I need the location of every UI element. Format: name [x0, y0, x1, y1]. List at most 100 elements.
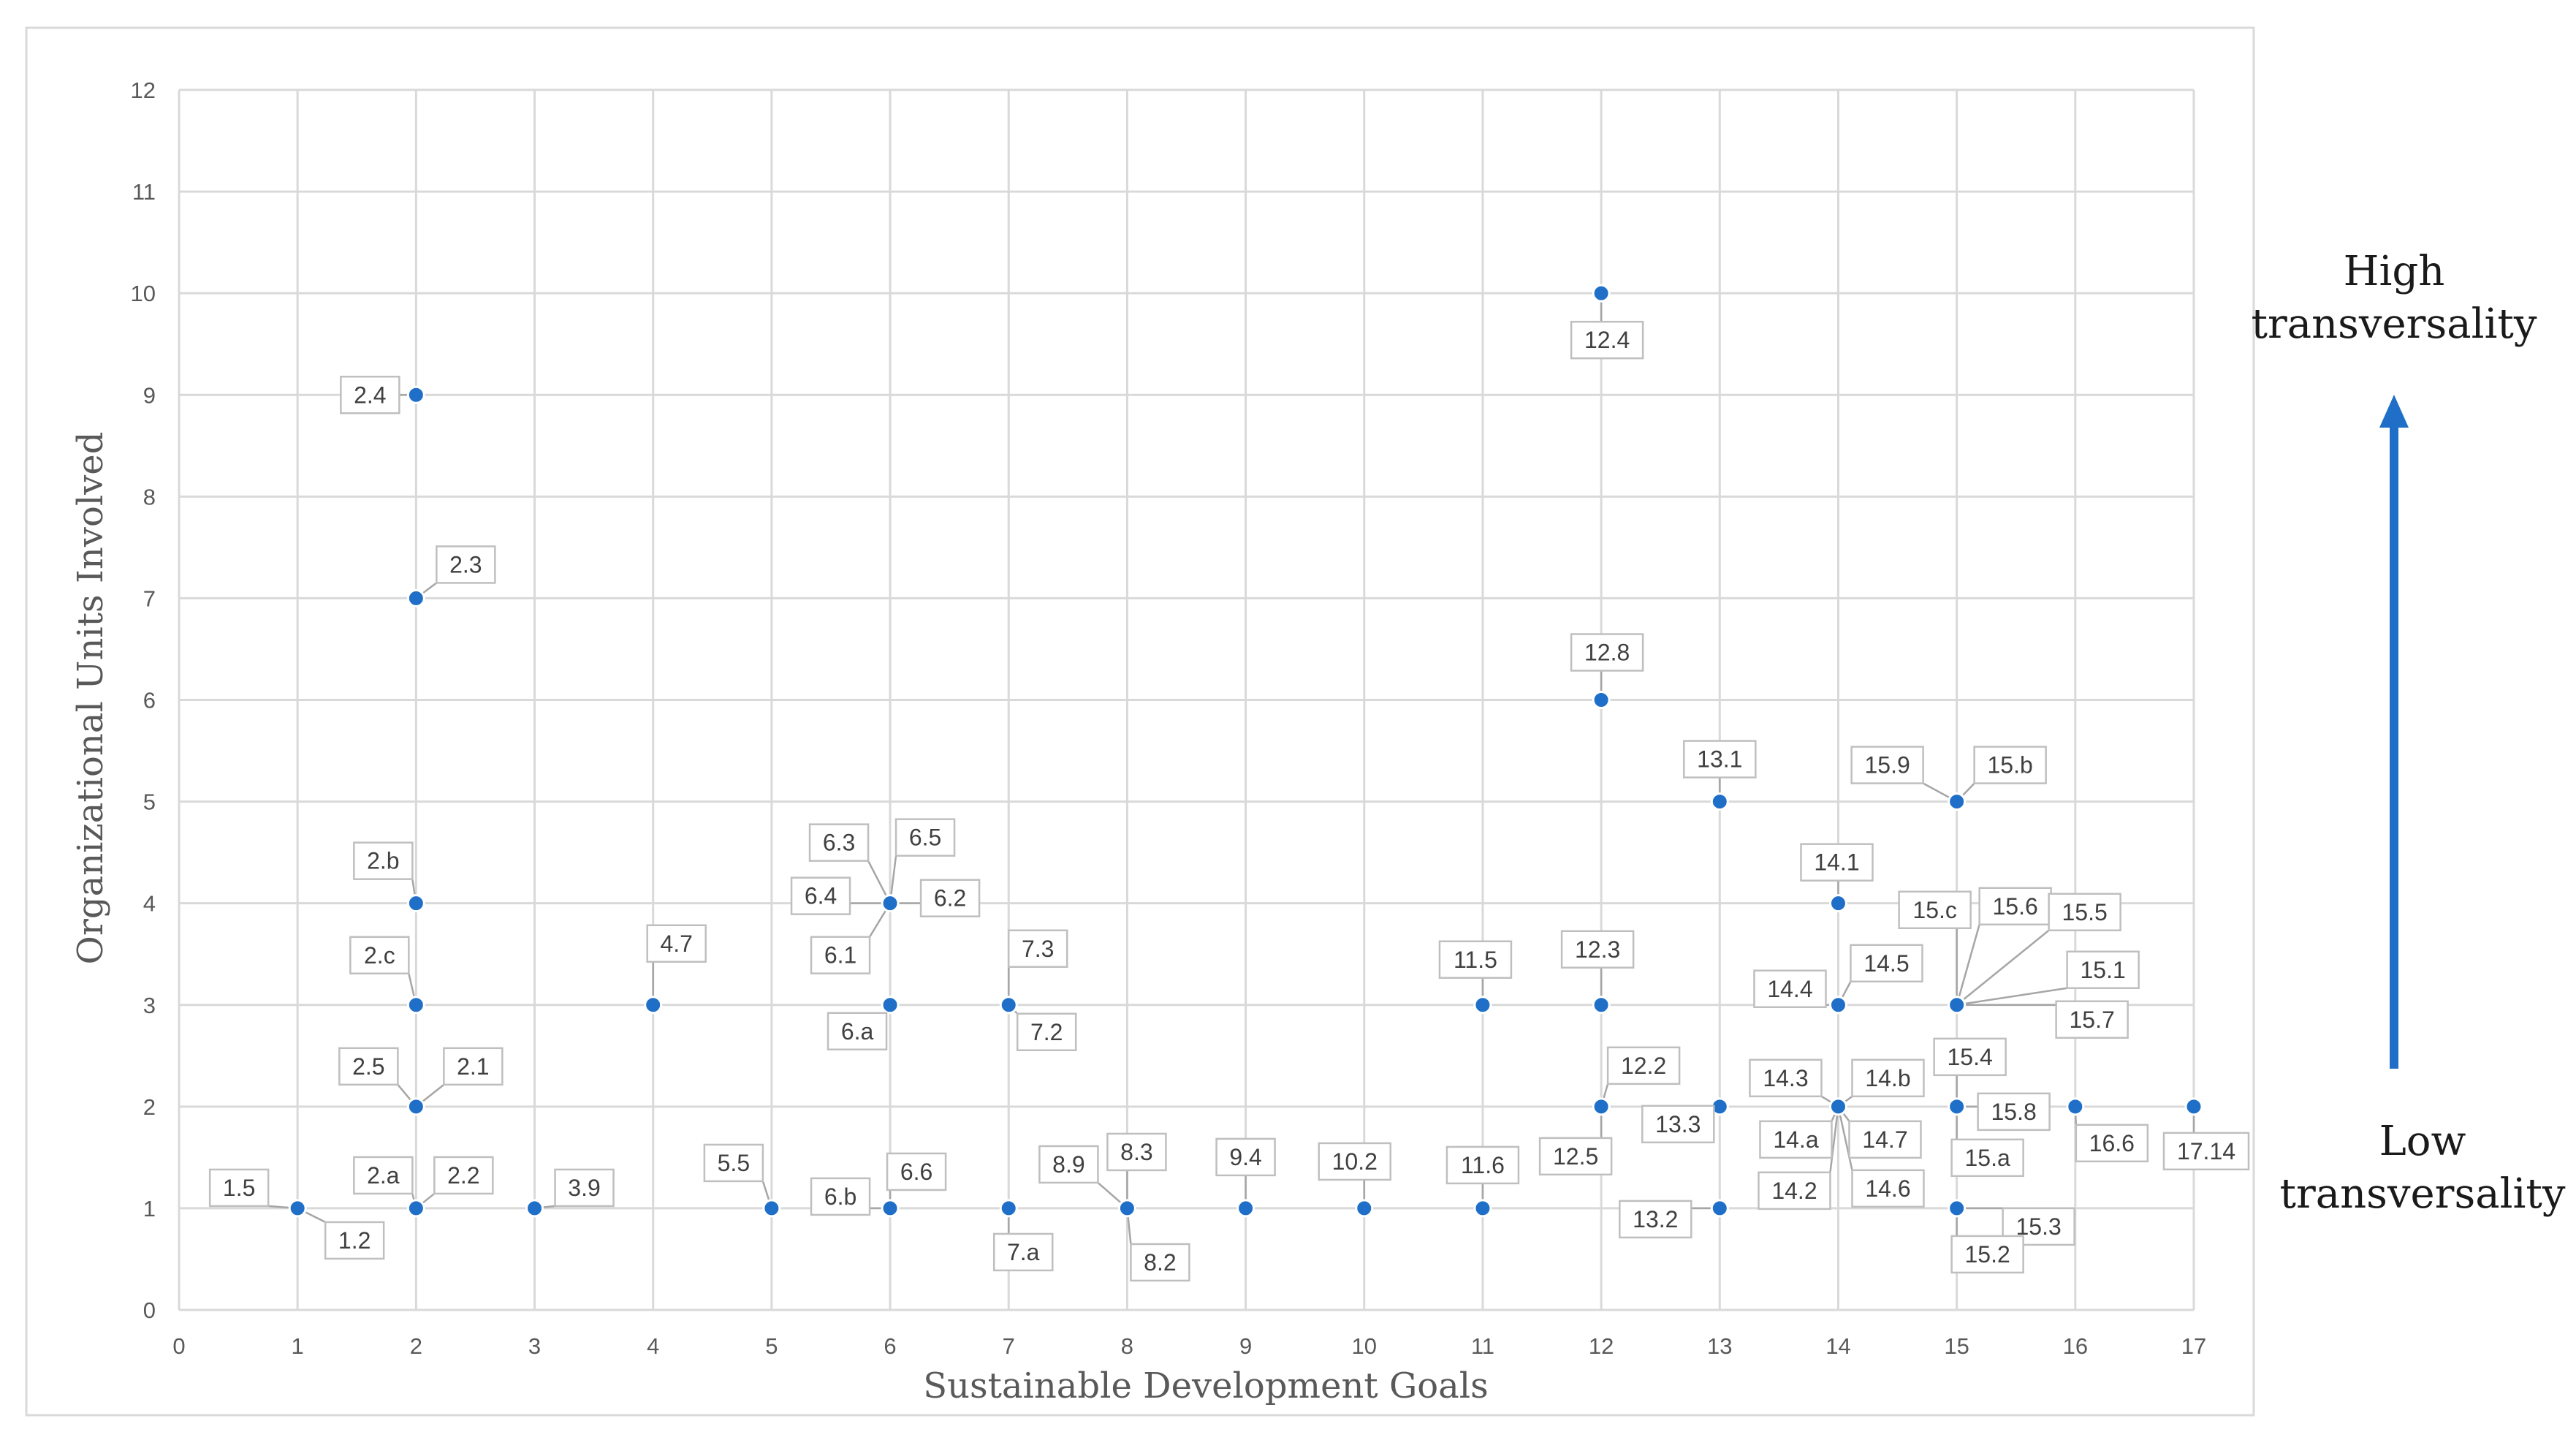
data-point — [1828, 894, 1847, 913]
data-label: 15.c — [1912, 897, 1956, 923]
data-label: 1.2 — [338, 1227, 371, 1254]
data-label: 2.c — [364, 942, 395, 969]
data-point — [406, 894, 425, 913]
data-label-box — [433, 1156, 494, 1195]
data-label-box — [1759, 1120, 1833, 1159]
data-label-box — [1215, 1137, 1276, 1177]
data-label-box — [1758, 1171, 1831, 1211]
data-label: 11.6 — [1461, 1152, 1505, 1178]
x-tick-label: 3 — [528, 1333, 541, 1359]
x-tick-label: 15 — [1944, 1333, 1969, 1359]
y-tick-label: 0 — [143, 1297, 156, 1323]
y-tick-label: 10 — [131, 281, 156, 306]
x-tick-label: 1 — [292, 1333, 304, 1359]
data-label-box — [2066, 950, 2140, 989]
data-point — [2184, 1097, 2203, 1116]
data-label-box — [827, 1012, 888, 1050]
data-label-box — [810, 1177, 871, 1216]
data-label-box — [1438, 940, 1513, 979]
gridlines — [178, 88, 2195, 1311]
data-label-box — [790, 876, 851, 915]
data-label-box — [703, 1143, 764, 1183]
y-tick-label: 8 — [143, 484, 156, 509]
x-axis-title: Sustainable Development Goals — [923, 1365, 1489, 1406]
data-label: 10.2 — [1332, 1148, 1378, 1175]
data-point — [1355, 1199, 1374, 1218]
data-point — [1236, 1199, 1255, 1218]
data-label: 6.6 — [900, 1159, 932, 1185]
label-leader-line — [1956, 924, 1980, 1006]
data-point — [1828, 996, 1847, 1015]
data-label: 15.5 — [2062, 899, 2108, 925]
data-label-box — [1570, 633, 1644, 672]
data-label-box — [1538, 1137, 1613, 1176]
data-label-box — [1851, 1058, 1925, 1098]
data-label-box — [919, 879, 981, 917]
data-label-box — [1007, 929, 1068, 968]
data-label: 8.9 — [1052, 1151, 1084, 1178]
data-label-box — [1933, 1037, 2007, 1077]
low-transversality-label-line2: transversality — [2279, 1170, 2565, 1218]
data-label-box — [1850, 944, 1923, 982]
data-label: 4.7 — [660, 931, 692, 957]
data-label: 15.7 — [2070, 1007, 2115, 1033]
x-tick-label: 10 — [1352, 1333, 1377, 1359]
data-label: 2.a — [367, 1162, 400, 1189]
label-leader-line — [1956, 929, 2050, 1006]
data-label-box — [1851, 1169, 1925, 1208]
data-label-box — [810, 936, 871, 974]
y-tick-label: 5 — [143, 789, 156, 815]
data-point — [1117, 1199, 1136, 1218]
data-label-box — [340, 376, 400, 414]
x-tick-label: 6 — [884, 1333, 896, 1359]
data-label: 5.5 — [718, 1150, 750, 1176]
data-label: 14.3 — [1763, 1065, 1808, 1091]
x-tick-labels: 0 1 2 3 4 5 6 7 8 9 10 11 12 13 14 15 16 17 — [172, 1333, 2206, 1359]
data-label: 6.5 — [909, 825, 941, 851]
data-label: 2.5 — [352, 1053, 384, 1080]
data-label: 12.4 — [1584, 327, 1630, 353]
x-tick-label: 11 — [1471, 1333, 1494, 1359]
data-point — [1948, 792, 1967, 811]
data-point — [881, 996, 900, 1015]
data-label-box — [1950, 1138, 2024, 1178]
data-label: 2.2 — [447, 1162, 479, 1189]
data-label: 8.3 — [1120, 1139, 1152, 1165]
data-point — [1473, 996, 1492, 1015]
data-label-box — [1800, 843, 1874, 882]
data-label: 13.1 — [1697, 746, 1742, 773]
data-label-box — [1950, 1235, 2024, 1274]
data-label: 14.2 — [1771, 1178, 1817, 1204]
data-point — [644, 996, 663, 1015]
data-label: 14.1 — [1814, 849, 1859, 876]
data-label: 14.5 — [1863, 950, 1909, 977]
data-label-box — [646, 924, 707, 963]
y-tick-label: 3 — [143, 993, 156, 1018]
data-label: 8.2 — [1144, 1249, 1176, 1276]
x-tick-label: 8 — [1121, 1333, 1133, 1359]
data-label: 14.4 — [1767, 976, 1812, 1002]
data-label: 15.8 — [1991, 1099, 2037, 1125]
data-label: 14.6 — [1865, 1175, 1910, 1202]
data-label-box — [1753, 969, 1827, 1008]
data-label: 7.2 — [1030, 1019, 1063, 1045]
data-label: 6.2 — [934, 885, 966, 912]
low-transversality-label-line1: Low — [2379, 1118, 2466, 1165]
y-tick-label: 11 — [132, 179, 156, 205]
data-label: 15.2 — [1965, 1241, 2010, 1268]
x-tick-label: 17 — [2181, 1333, 2206, 1359]
data-label: 14.b — [1865, 1065, 1910, 1091]
data-label: 13.3 — [1655, 1111, 1701, 1137]
data-point — [2066, 1097, 2085, 1116]
data-label-box — [894, 818, 956, 857]
data-point — [288, 1199, 307, 1218]
data-label-box — [554, 1168, 615, 1208]
data-label-box — [208, 1168, 270, 1208]
data-label: 9.4 — [1229, 1144, 1261, 1170]
transversality-arrow-head — [2379, 395, 2409, 428]
data-label-box — [338, 1047, 399, 1086]
data-label-box — [1749, 1058, 1823, 1098]
data-label: 6.1 — [824, 942, 856, 969]
data-point — [881, 1199, 900, 1218]
